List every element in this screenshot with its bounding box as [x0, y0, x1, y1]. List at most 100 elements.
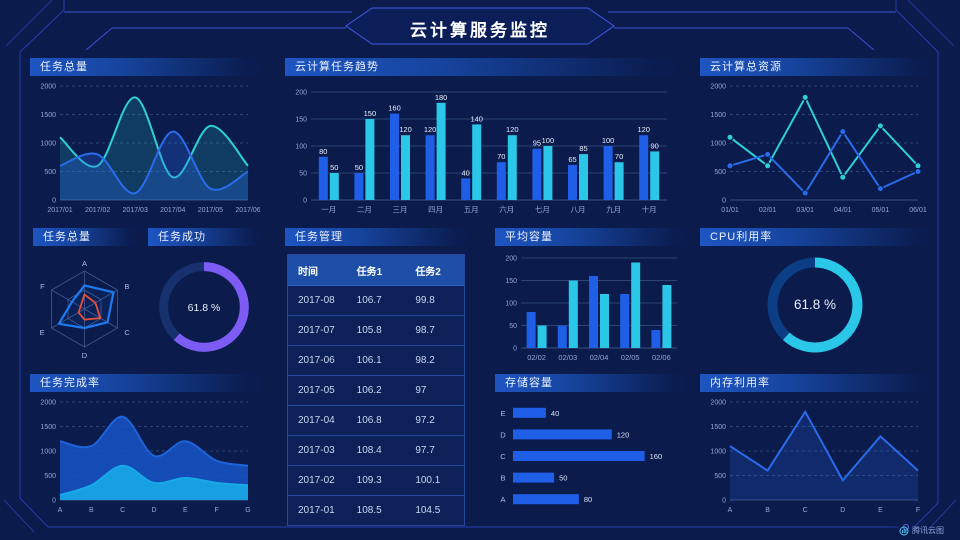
table-cell: 2017-07 [288, 315, 347, 346]
svg-text:1500: 1500 [710, 424, 726, 431]
svg-text:70: 70 [615, 152, 623, 161]
svg-text:500: 500 [44, 169, 56, 176]
svg-text:160: 160 [650, 452, 663, 461]
panel-header: 任务成功 [148, 228, 260, 246]
svg-text:02/06: 02/06 [652, 353, 671, 362]
svg-text:120: 120 [506, 125, 519, 134]
svg-text:61.8 %: 61.8 % [188, 302, 221, 314]
svg-text:120: 120 [424, 125, 437, 134]
panel-header: 平均容量 [495, 228, 685, 246]
panel-task-completion: 任务完成率 0 500 1000 1500 2000 A B C D E F G [30, 374, 260, 516]
svg-text:50: 50 [299, 171, 307, 178]
svg-text:七月: 七月 [535, 205, 550, 214]
memory-usage-line-chart: 0 500 1000 1500 2000 A B C D E F [710, 400, 920, 515]
svg-text:0: 0 [722, 198, 726, 205]
panel-title: 平均容量 [505, 231, 553, 243]
svg-text:G: G [245, 507, 250, 514]
svg-text:2017/04: 2017/04 [160, 207, 185, 214]
svg-text:50: 50 [559, 474, 567, 483]
svg-text:500: 500 [44, 473, 56, 480]
svg-text:F: F [215, 507, 219, 514]
panel-title: 任务总量 [43, 231, 91, 243]
panel-task-radar: 任务总量 A B C D E F [33, 228, 136, 368]
svg-text:A: A [728, 507, 733, 514]
svg-text:2000: 2000 [710, 400, 726, 407]
svg-text:02/04: 02/04 [590, 353, 609, 362]
svg-text:40: 40 [462, 168, 470, 177]
svg-text:A: A [58, 507, 63, 514]
panel-storage-capacity: 存储容量 E 40 D 120 C 160 B 50 A 80 [495, 374, 685, 516]
cloud-resources-line-chart: 0 500 1000 1500 2000 01/01 02/01 03/01 04/01 05/0… [710, 84, 926, 215]
panel-cpu-usage: CPU利用率 61.8 % [700, 228, 930, 364]
task-completion-area-chart: 0 500 1000 1500 2000 A B C D E F G [40, 400, 250, 515]
svg-text:500: 500 [714, 473, 726, 480]
svg-text:D: D [82, 351, 88, 360]
svg-text:A: A [82, 259, 87, 268]
svg-text:40: 40 [551, 409, 559, 418]
panel-avg-capacity: 平均容量 0 50 100 150 200 02/02 02/03 02/04 02/05 02/… [495, 228, 685, 364]
svg-text:80: 80 [584, 495, 592, 504]
table-cell: 108.5 [346, 495, 406, 525]
svg-text:04/01: 04/01 [834, 207, 852, 214]
svg-text:1000: 1000 [40, 141, 56, 148]
footer-logo-text: 腾讯云图 [912, 526, 944, 535]
panel-header: 云计算任务趋势 [285, 58, 675, 76]
table-row: 2017-01 108.5 104.5 [288, 495, 464, 525]
svg-text:四月: 四月 [428, 205, 443, 214]
storage-capacity-hbar-chart: E 40 D 120 C 160 B 50 A 80 [500, 407, 663, 505]
svg-text:02/03: 02/03 [558, 353, 577, 362]
svg-text:2017/01: 2017/01 [47, 207, 72, 214]
svg-text:100: 100 [542, 136, 555, 145]
svg-text:95: 95 [533, 139, 541, 148]
svg-text:0: 0 [303, 198, 307, 205]
svg-text:2000: 2000 [710, 84, 726, 91]
table-cell: 109.3 [346, 465, 406, 496]
panel-task-success: 任务成功 61.8 % [148, 228, 260, 368]
table-cell: 2017-01 [288, 495, 347, 525]
svg-text:一月: 一月 [321, 205, 336, 214]
table-cell: 100.1 [405, 465, 464, 496]
panel-title: 云计算总资源 [710, 61, 782, 73]
svg-text:E: E [183, 507, 188, 514]
table-row: 2017-08 106.7 99.8 [288, 285, 464, 316]
panel-title: 任务完成率 [40, 377, 100, 389]
svg-text:65: 65 [568, 155, 576, 164]
svg-text:九月: 九月 [606, 205, 621, 214]
table-cell: 2017-05 [288, 375, 347, 406]
panel-title: 存储容量 [505, 377, 553, 389]
panel-header: 任务总量 [33, 228, 136, 246]
svg-text:A: A [500, 495, 505, 504]
panel-task-management: 任务管理 时间 任务1 任务2 2017-08 106.7 99.8 2017-07 105.… [285, 228, 467, 526]
table-cell: 106.8 [346, 405, 406, 436]
svg-text:50: 50 [330, 163, 338, 172]
svg-text:02/05: 02/05 [621, 353, 640, 362]
svg-text:十月: 十月 [642, 204, 657, 214]
data-table: 时间 任务1 任务2 2017-08 106.7 99.8 2017-07 105.8 98.7… [288, 255, 464, 525]
panel-header: 任务总量 [30, 58, 260, 76]
svg-text:F: F [916, 507, 920, 514]
svg-text:八月: 八月 [571, 205, 586, 214]
svg-text:1000: 1000 [710, 449, 726, 456]
table-cell: 104.5 [405, 495, 464, 525]
panel-header: 任务管理 [285, 228, 467, 246]
svg-text:B: B [89, 507, 94, 514]
svg-text:1500: 1500 [40, 112, 56, 119]
svg-text:1000: 1000 [40, 449, 56, 456]
task-management-table: 时间 任务1 任务2 2017-08 106.7 99.8 2017-07 105.8 98.7… [287, 254, 465, 526]
table-cell: 2017-03 [288, 435, 347, 466]
svg-text:B: B [500, 474, 505, 483]
footer-logo: 腾讯云图 [899, 525, 944, 536]
table-header-row: 时间 任务1 任务2 [288, 255, 464, 286]
page-title: 云计算服务监控 [410, 21, 550, 40]
svg-text:0: 0 [52, 498, 56, 505]
panel-header: CPU利用率 [700, 228, 930, 246]
svg-text:六月: 六月 [499, 204, 514, 214]
svg-text:140: 140 [470, 114, 483, 123]
table-cell: 98.2 [405, 345, 464, 376]
table-cell: 105.8 [346, 315, 406, 346]
svg-text:70: 70 [497, 152, 505, 161]
svg-text:五月: 五月 [464, 205, 479, 214]
svg-text:D: D [500, 430, 506, 439]
